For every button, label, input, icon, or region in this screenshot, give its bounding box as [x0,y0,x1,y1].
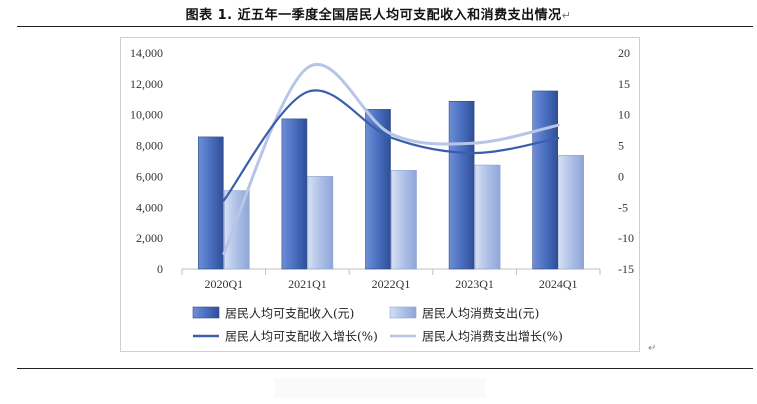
left-axis-tick-label: 6,000 [136,169,163,183]
top-rule [17,26,753,27]
right-axis-tick-label: 10 [618,108,630,122]
legend-income: 居民人均可支配收入(元) [192,306,354,321]
right-axis-tick-label: -5 [618,200,628,214]
legend-label: 居民人均消费支出增长(%) [422,330,563,344]
income-bar [448,100,475,270]
bottom-rule [17,368,753,369]
right-axis-tick-label: -10 [618,231,634,245]
left-axis-tick-label: 12,000 [130,77,163,91]
spending-bar [391,170,417,270]
legend-label: 居民人均消费支出(元) [422,307,539,321]
spending-bar [224,190,250,270]
legend-swatch [389,306,417,319]
income-growth-line [222,89,560,202]
income-bar [365,109,391,270]
legend-spending-growth: 居民人均消费支出增长(%) [390,330,563,344]
spending-bar [474,164,501,270]
chart-frame [120,37,640,352]
chart-title: 图表 1. 近五年一季度全国居民人均可支配收入和消费支出情况↵ [0,4,757,23]
left-axis-tick-label: 4,000 [136,200,163,214]
legend-spending: 居民人均消费支出(元) [389,306,539,321]
spending-bar [307,176,334,270]
income-bar [532,90,559,270]
end-return-mark: ↵ [648,343,657,354]
left-axis-tick-label: 10,000 [130,108,163,122]
income-bar [198,136,224,270]
legend-swatch [192,306,220,319]
legend-income-growth: 居民人均可支配收入增长(%) [193,330,378,344]
legend-label: 居民人均可支配收入(元) [225,307,354,321]
right-axis-tick-label: -15 [618,262,634,276]
left-axis-tick-label: 2,000 [136,231,163,245]
x-axis-category-label: 2024Q1 [539,277,578,291]
legend-label: 居民人均可支配收入增长(%) [225,330,378,344]
spending-growth-line [222,63,560,256]
chart-title-text: 图表 1. 近五年一季度全国居民人均可支配收入和消费支出情况 [185,8,562,23]
x-axis-category-label: 2020Q1 [204,277,243,291]
left-axis-tick-label: 0 [157,262,163,276]
right-axis-tick-label: 20 [618,46,630,60]
left-axis-tick-label: 8,000 [136,139,163,153]
return-mark: ↵ [561,9,572,22]
spending-bar [558,154,585,270]
faint-block [275,378,485,398]
income-bar [281,118,308,270]
right-axis-tick-label: 15 [618,77,630,91]
x-axis-category-label: 2022Q1 [372,277,411,291]
x-axis-category-label: 2021Q1 [288,277,327,291]
right-axis-tick-label: 5 [618,139,624,153]
x-axis-category-label: 2023Q1 [455,277,494,291]
right-axis-tick-label: 0 [618,169,624,183]
left-axis-tick-label: 14,000 [130,46,163,60]
